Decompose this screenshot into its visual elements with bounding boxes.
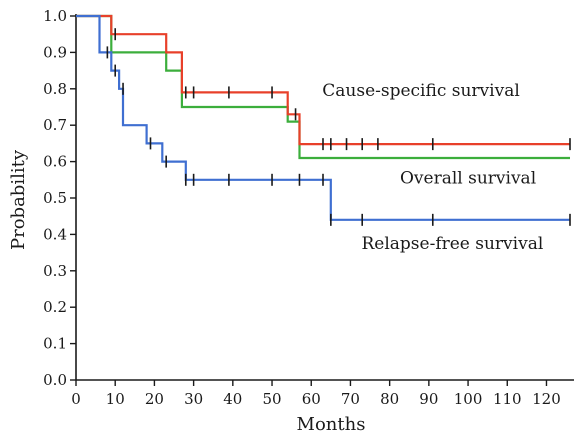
y-tick-label: 0.7 [43, 116, 67, 134]
x-tick-label: 50 [262, 390, 281, 408]
y-tick-label: 0.8 [43, 80, 67, 98]
curve-annotations: Cause-specific survival Overall survival R… [322, 81, 543, 254]
y-axis-title: Probability [8, 149, 29, 250]
x-tick-label: 0 [71, 390, 81, 408]
y-tick-label: 0.4 [43, 225, 67, 243]
y-tick-label: 0.3 [43, 262, 67, 280]
y-tick-label: 0.2 [43, 298, 67, 316]
y-tick-label: 0.5 [43, 189, 67, 207]
x-tick-label: 70 [341, 390, 360, 408]
x-tick-label: 120 [532, 390, 561, 408]
curve-relapse-free-survival [76, 14, 570, 221]
annotation-label: Cause-specific survival [322, 81, 520, 101]
x-tick-label: 100 [454, 390, 483, 408]
x-tick-label: 110 [493, 390, 522, 408]
annotation-label: Overall survival [400, 168, 536, 188]
y-tick-label: 0.9 [43, 43, 67, 61]
x-tick-label: 30 [184, 390, 203, 408]
survival-curves [76, 14, 570, 221]
annotation-label: Relapse-free survival [361, 234, 543, 254]
x-tick-label: 90 [419, 390, 438, 408]
curve-cause-specific-survival [76, 14, 570, 146]
censor-marks [106, 28, 571, 226]
x-tick-label: 60 [302, 390, 321, 408]
x-axis-title: Months [297, 414, 366, 435]
axes: 0.0 0.1 0.2 0.3 0.4 0.5 0.6 0.7 0.8 0.9 1.0 0 10 20 30… [43, 7, 574, 408]
y-tick-label: 1.0 [43, 7, 67, 25]
x-tick-label: 20 [145, 390, 164, 408]
y-tick-label: 0.1 [43, 335, 67, 353]
y-tick-label: 0.6 [43, 153, 67, 171]
x-tick-label: 40 [223, 390, 242, 408]
x-tick-label: 10 [106, 390, 125, 408]
y-tick-label: 0.0 [43, 371, 67, 389]
x-tick-label: 80 [380, 390, 399, 408]
